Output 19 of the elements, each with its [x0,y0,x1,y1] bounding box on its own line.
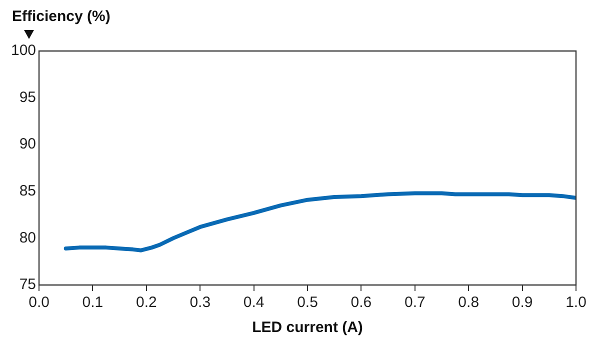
x-tick-label: 0.9 [512,294,533,312]
x-tick-label: 0.6 [350,294,372,312]
y-tick-label: 90 [19,136,36,153]
y-tick-label: 95 [19,88,36,106]
y-axis-title: Efficiency (%) [12,8,110,25]
x-tick-label: 0.7 [404,294,426,312]
x-tick-label: 0.5 [297,294,318,312]
x-tick-label: 0.1 [82,294,104,312]
x-tick-label: 1.0 [566,294,586,312]
x-tick-label: 0.2 [136,294,157,312]
y-tick-label: 80 [19,229,36,246]
y-tick-label: 75 [19,276,36,294]
x-axis-title: LED current (A) [252,319,363,336]
y-tick-label: 100 [10,42,36,60]
x-tick-label: 0.3 [190,294,211,312]
x-tick-label: 0.4 [243,294,264,312]
x-tick-label: 0.8 [458,294,480,312]
x-tick-label: 0.0 [28,294,50,312]
y-tick-label: 85 [19,182,36,200]
